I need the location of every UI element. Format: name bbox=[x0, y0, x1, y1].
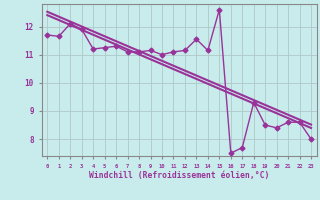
X-axis label: Windchill (Refroidissement éolien,°C): Windchill (Refroidissement éolien,°C) bbox=[89, 171, 269, 180]
